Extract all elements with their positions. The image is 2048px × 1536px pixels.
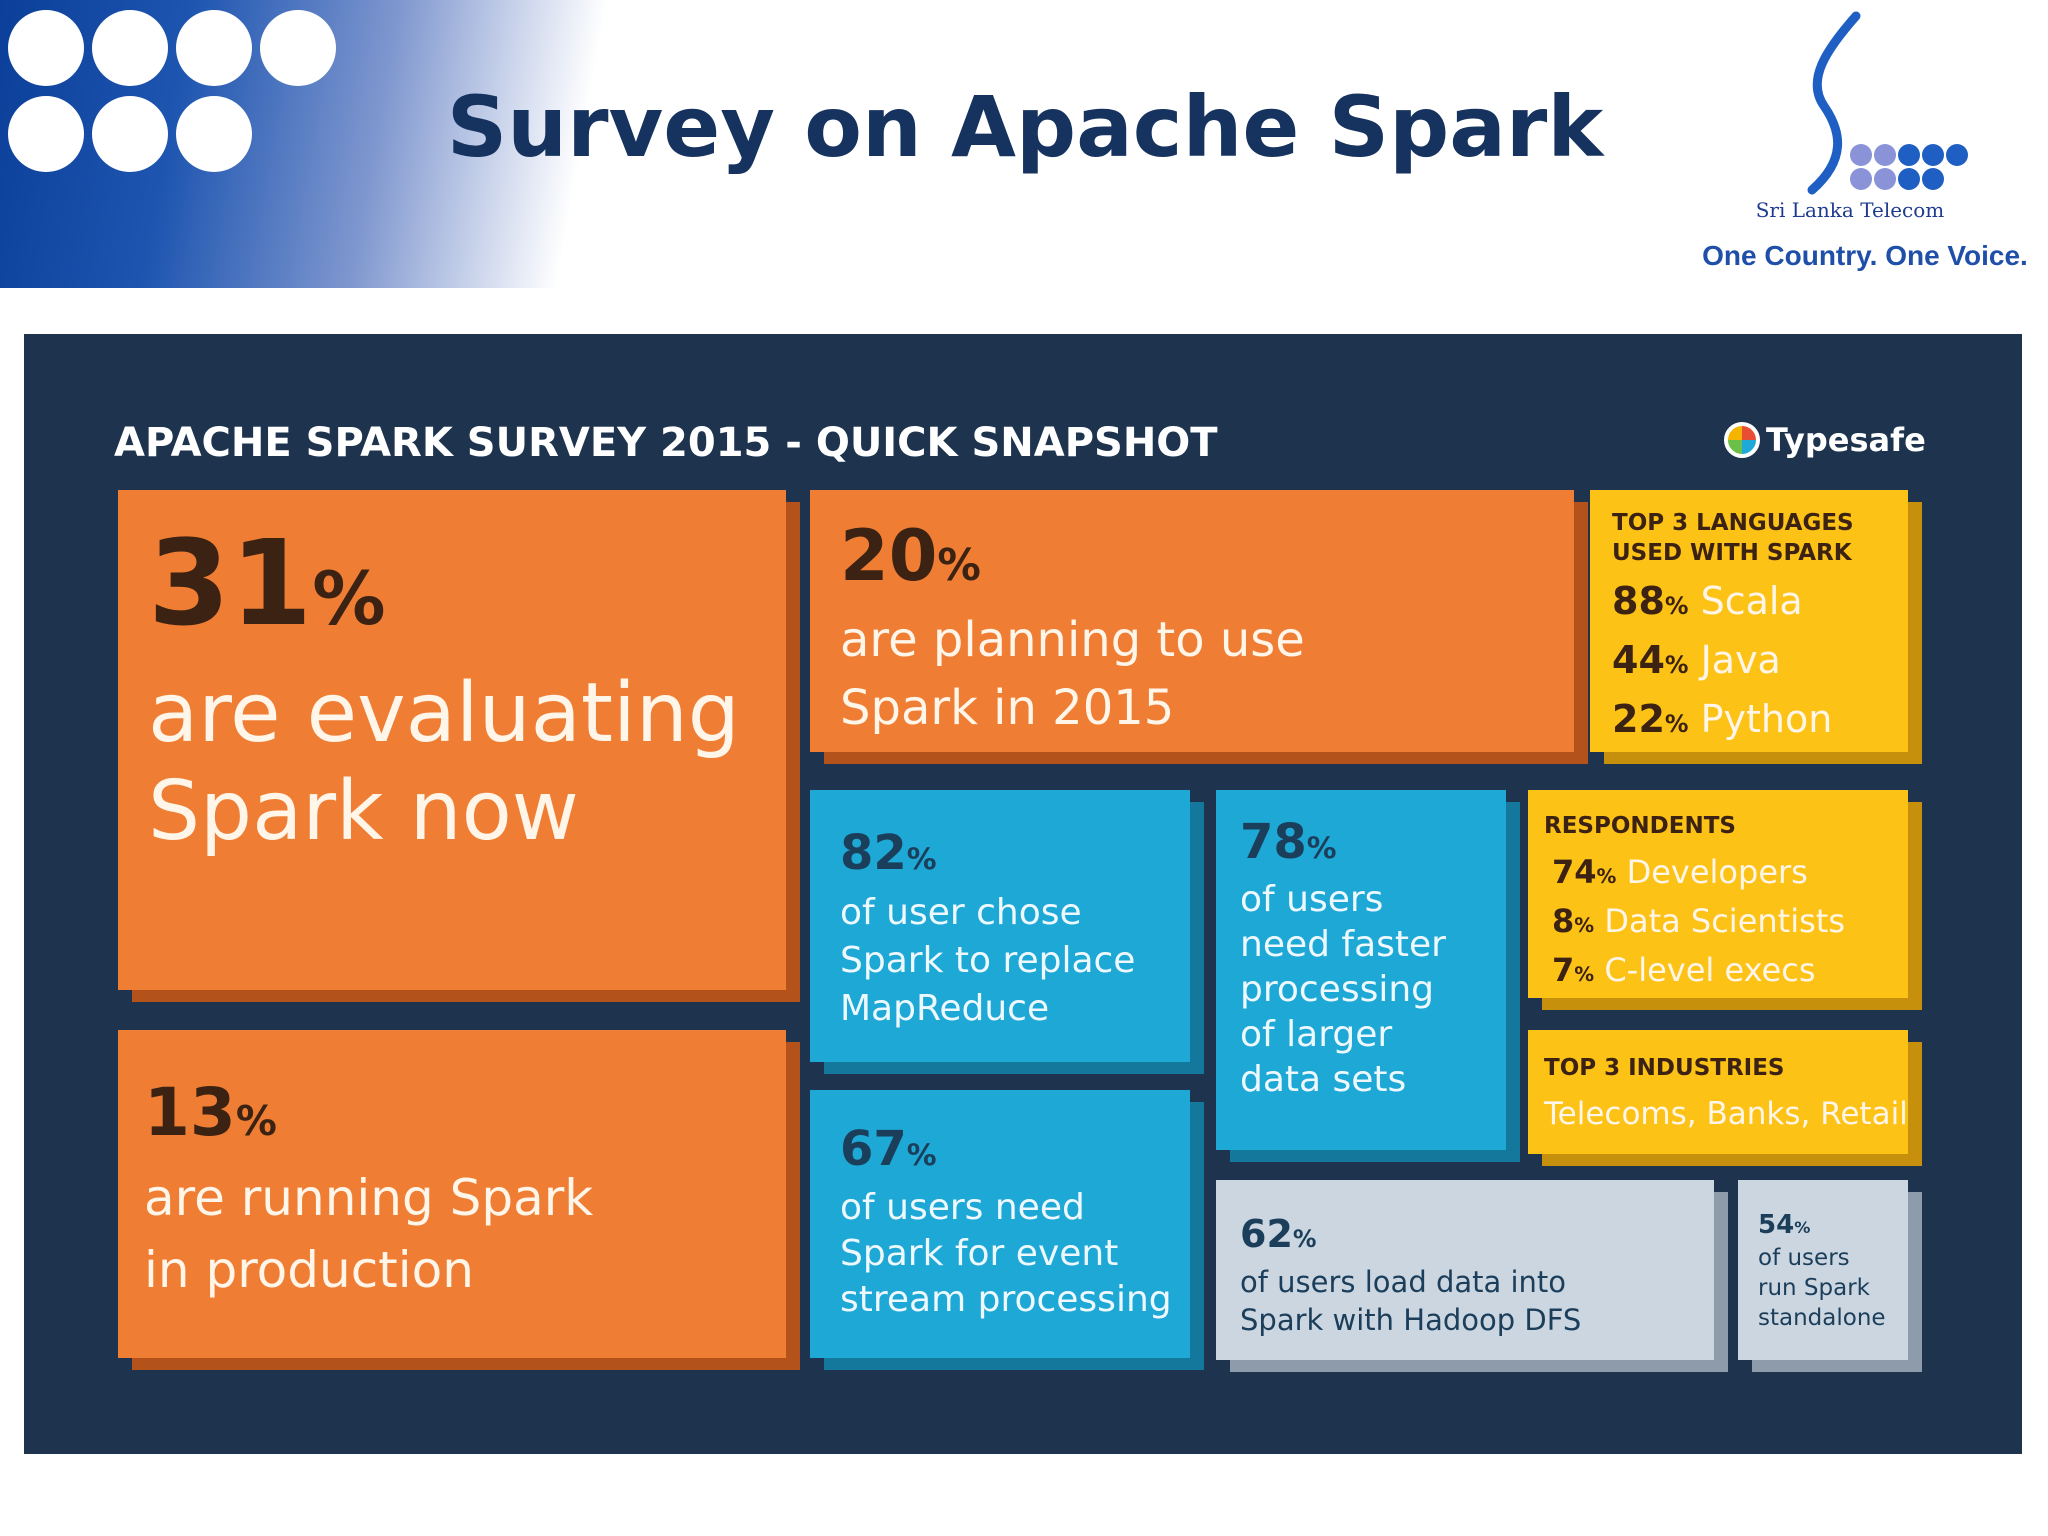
logo-company-name: Sri Lanka Telecom — [1755, 198, 1945, 222]
tile-production: 13% are running Spark in production — [118, 1030, 786, 1358]
company-logo: Sri Lanka Telecom One Country. One Voice… — [1690, 10, 2040, 280]
tile-planning: 20% are planning to use Spark in 2015 — [810, 490, 1574, 752]
stat-text: Spark for event — [840, 1233, 1119, 1274]
language-item-python: 22% Python — [1612, 697, 1833, 741]
stat-value: 62% — [1240, 1212, 1317, 1256]
slide-title: Survey on Apache Spark — [446, 78, 1604, 176]
stat-text: are evaluating — [148, 666, 740, 761]
logo-dot — [1874, 168, 1896, 190]
decorative-circle — [176, 10, 252, 86]
stat-text: of users need — [840, 1187, 1085, 1228]
stat-text: run Spark — [1758, 1275, 1870, 1301]
infographic-title: APACHE SPARK SURVEY 2015 - QUICK SNAPSHO… — [114, 420, 1218, 466]
respondent-item-c-level: 7% C-level execs — [1552, 951, 1816, 989]
stat-text: MapReduce — [840, 988, 1050, 1029]
respondents-heading: RESPONDENTS — [1544, 813, 1736, 839]
stat-value: 78% — [1240, 814, 1337, 870]
stat-text: Spark to replace — [840, 940, 1136, 981]
typesafe-brand: Typesafe — [1724, 418, 1926, 462]
tile-respondents: RESPONDENTS 74% Developers 8% Data Scien… — [1528, 790, 1908, 998]
language-item-java: 44% Java — [1612, 638, 1781, 682]
stat-value: 67% — [840, 1121, 937, 1177]
stat-text: Spark with Hadoop DFS — [1240, 1303, 1582, 1337]
stat-text: of users — [1240, 879, 1384, 920]
stat-text: data sets — [1240, 1059, 1407, 1100]
tile-evaluating: 31% are evaluating Spark now — [118, 490, 786, 990]
tile-hadoop-dfs: 62% of users load data into Spark with H… — [1216, 1180, 1714, 1360]
logo-dot — [1946, 144, 1968, 166]
tile-top-industries: TOP 3 INDUSTRIES Telecoms, Banks, Retail — [1528, 1030, 1908, 1154]
stat-text: of users load data into — [1240, 1265, 1567, 1299]
logo-dot — [1898, 144, 1920, 166]
decorative-circle — [8, 10, 84, 86]
stat-text: Spark now — [148, 764, 579, 859]
languages-heading: TOP 3 LANGUAGES — [1612, 510, 1854, 536]
stat-value: 20% — [840, 515, 981, 597]
tile-standalone: 54% of users run Spark standalone — [1738, 1180, 1908, 1360]
languages-heading: USED WITH SPARK — [1612, 540, 1852, 566]
logo-tagline: One Country. One Voice. — [1702, 240, 2028, 271]
stat-text: stream processing — [840, 1279, 1172, 1320]
stat-text: are running Spark — [144, 1169, 594, 1227]
logo-dot — [1850, 144, 1872, 166]
decorative-circle — [176, 96, 252, 172]
stat-text: of user chose — [840, 892, 1082, 933]
stat-value: 13% — [144, 1074, 277, 1151]
stat-text: standalone — [1758, 1305, 1886, 1331]
tile-top-languages: TOP 3 LANGUAGES USED WITH SPARK 88% Scal… — [1590, 490, 1908, 752]
logo-dot — [1922, 144, 1944, 166]
stat-text: are planning to use — [840, 612, 1305, 668]
tile-faster-processing: 78% of users need faster processing of l… — [1216, 790, 1506, 1150]
typesafe-logo-icon — [1724, 422, 1760, 458]
decorative-circle — [92, 96, 168, 172]
industries-heading: TOP 3 INDUSTRIES — [1544, 1055, 1785, 1081]
stat-value: 54% — [1758, 1210, 1811, 1240]
decorative-circle — [8, 96, 84, 172]
stat-text: of larger — [1240, 1014, 1393, 1055]
tile-replace-mapreduce: 82% of user chose Spark to replace MapRe… — [810, 790, 1190, 1062]
stat-text: need faster — [1240, 924, 1446, 965]
logo-dot — [1850, 168, 1872, 190]
stat-value: 82% — [840, 825, 937, 881]
decorative-circle — [92, 10, 168, 86]
stat-text: processing — [1240, 969, 1435, 1010]
language-item-scala: 88% Scala — [1612, 579, 1803, 623]
stat-text: of users — [1758, 1245, 1850, 1271]
header-decoration — [0, 0, 640, 288]
stat-text: in production — [144, 1241, 474, 1299]
tile-event-stream: 67% of users need Spark for event stream… — [810, 1090, 1190, 1358]
respondent-item-data-scientists: 8% Data Scientists — [1552, 902, 1845, 940]
logo-dot — [1898, 168, 1920, 190]
decorative-circle — [260, 10, 336, 86]
stat-value: 31% — [148, 514, 386, 652]
industries-list: Telecoms, Banks, Retail — [1544, 1096, 1908, 1132]
logo-dot — [1874, 144, 1896, 166]
sri-lanka-telecom-s-icon — [1807, 11, 1861, 195]
respondent-item-developers: 74% Developers — [1552, 853, 1808, 891]
typesafe-brand-name: Typesafe — [1766, 421, 1926, 459]
logo-dot — [1922, 168, 1944, 190]
infographic-panel: APACHE SPARK SURVEY 2015 - QUICK SNAPSHO… — [24, 334, 2022, 1454]
stat-text: Spark in 2015 — [840, 680, 1175, 736]
